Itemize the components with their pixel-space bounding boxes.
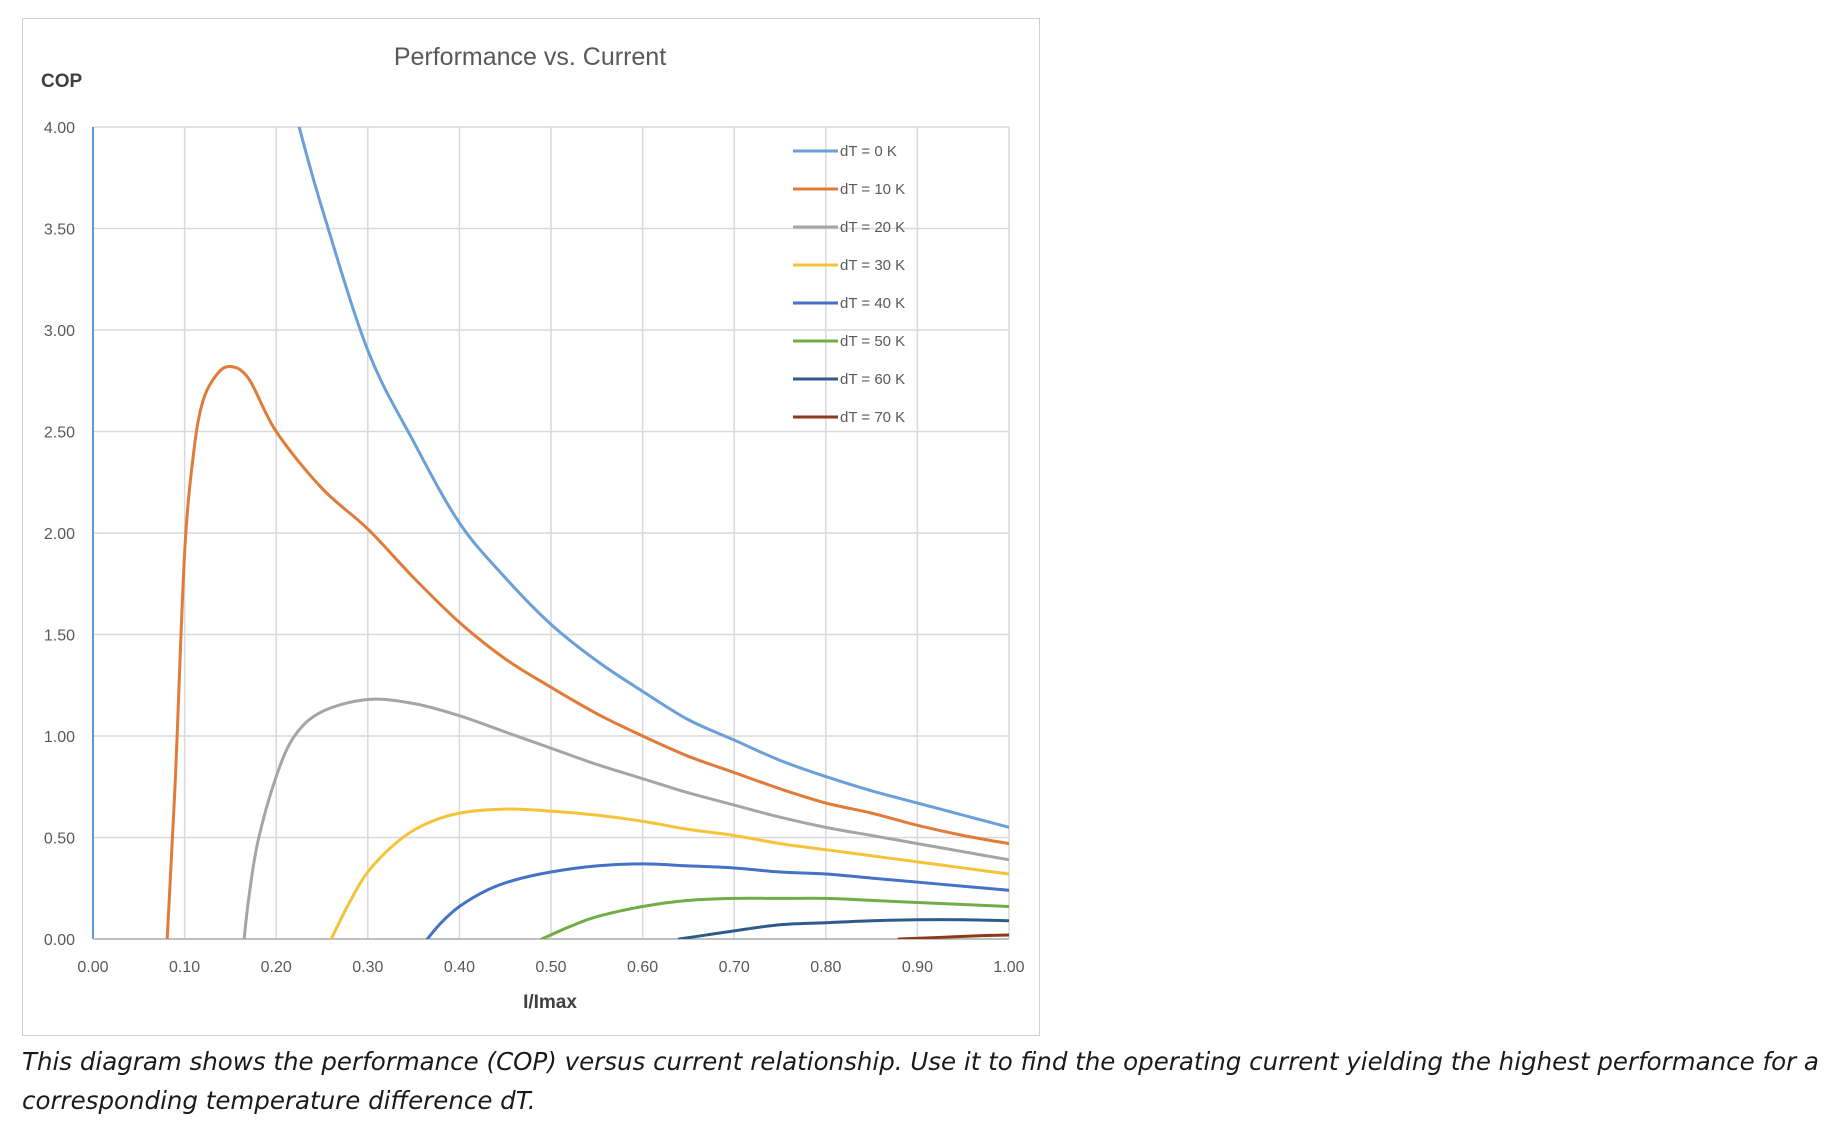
chart-title: Performance vs. Current [394,43,666,71]
y-tick-label: 4.00 [44,120,75,137]
grid-layer [93,126,1010,939]
x-tick-label: 0.90 [902,959,933,976]
series-line-dt-20 [242,697,1009,939]
chart-frame: 0.00 0.10 0.20 0.30 0.40 0.50 0.60 0.70 0.80 0.90… [22,18,1040,1036]
chart-caption: This diagram shows the performance (COP)… [22,1047,1819,1115]
legend-label-dt-40: dT = 40 K [840,295,905,312]
x-tick-label: 0.80 [810,959,841,976]
series-line-dt-50 [540,896,1009,939]
series-line-dt-60 [677,918,1009,939]
y-tick-label: 0.00 [44,932,75,949]
legend-label-dt-30: dT = 30 K [840,257,905,274]
y-tick-label: 3.00 [44,323,75,340]
x-tick-label: 0.60 [627,959,658,976]
legend-label-dt-0: dT = 0 K [840,143,897,160]
x-tick-label: 0.40 [444,959,475,976]
x-tick-label: 0.20 [261,959,292,976]
y-tick-label: 2.00 [44,526,75,543]
series-line-dt-30 [329,807,1009,939]
legend-label-dt-70: dT = 70 K [840,409,905,426]
series-line-dt-40 [425,862,1009,939]
x-axis-label: I/Imax [523,992,577,1013]
axis-layer: 0.00 0.10 0.20 0.30 0.40 0.50 0.60 0.70 0.80 0.90… [44,120,1025,976]
legend-label-dt-10: dT = 10 K [840,181,905,198]
x-tick-label: 0.10 [169,959,200,976]
chart-svg: 0.00 0.10 0.20 0.30 0.40 0.50 0.60 0.70 0.80 0.90… [41,43,1025,1013]
x-tick-label: 0.50 [535,959,566,976]
x-tick-label: 0.00 [77,959,108,976]
x-tick-label: 0.70 [719,959,750,976]
legend: dT = 0 K dT = 10 K dT = 20 K dT = 30 K dT = … [793,143,905,426]
series-line-dt-0 [297,127,1009,829]
x-tick-label: 1.00 [993,959,1024,976]
y-tick-label: 0.50 [44,831,75,848]
series-line-dt-70 [897,933,1009,939]
series-layer [165,127,1009,939]
y-tick-label: 1.50 [44,628,75,645]
legend-label-dt-50: dT = 50 K [840,333,905,350]
y-axis-label: COP [41,71,83,92]
y-tick-label: 1.00 [44,729,75,746]
legend-label-dt-60: dT = 60 K [840,371,905,388]
y-tick-label: 2.50 [44,425,75,442]
y-tick-label: 3.50 [44,222,75,239]
legend-label-dt-20: dT = 20 K [840,219,905,236]
x-tick-label: 0.30 [352,959,383,976]
series-line-dt-10 [165,364,1009,939]
